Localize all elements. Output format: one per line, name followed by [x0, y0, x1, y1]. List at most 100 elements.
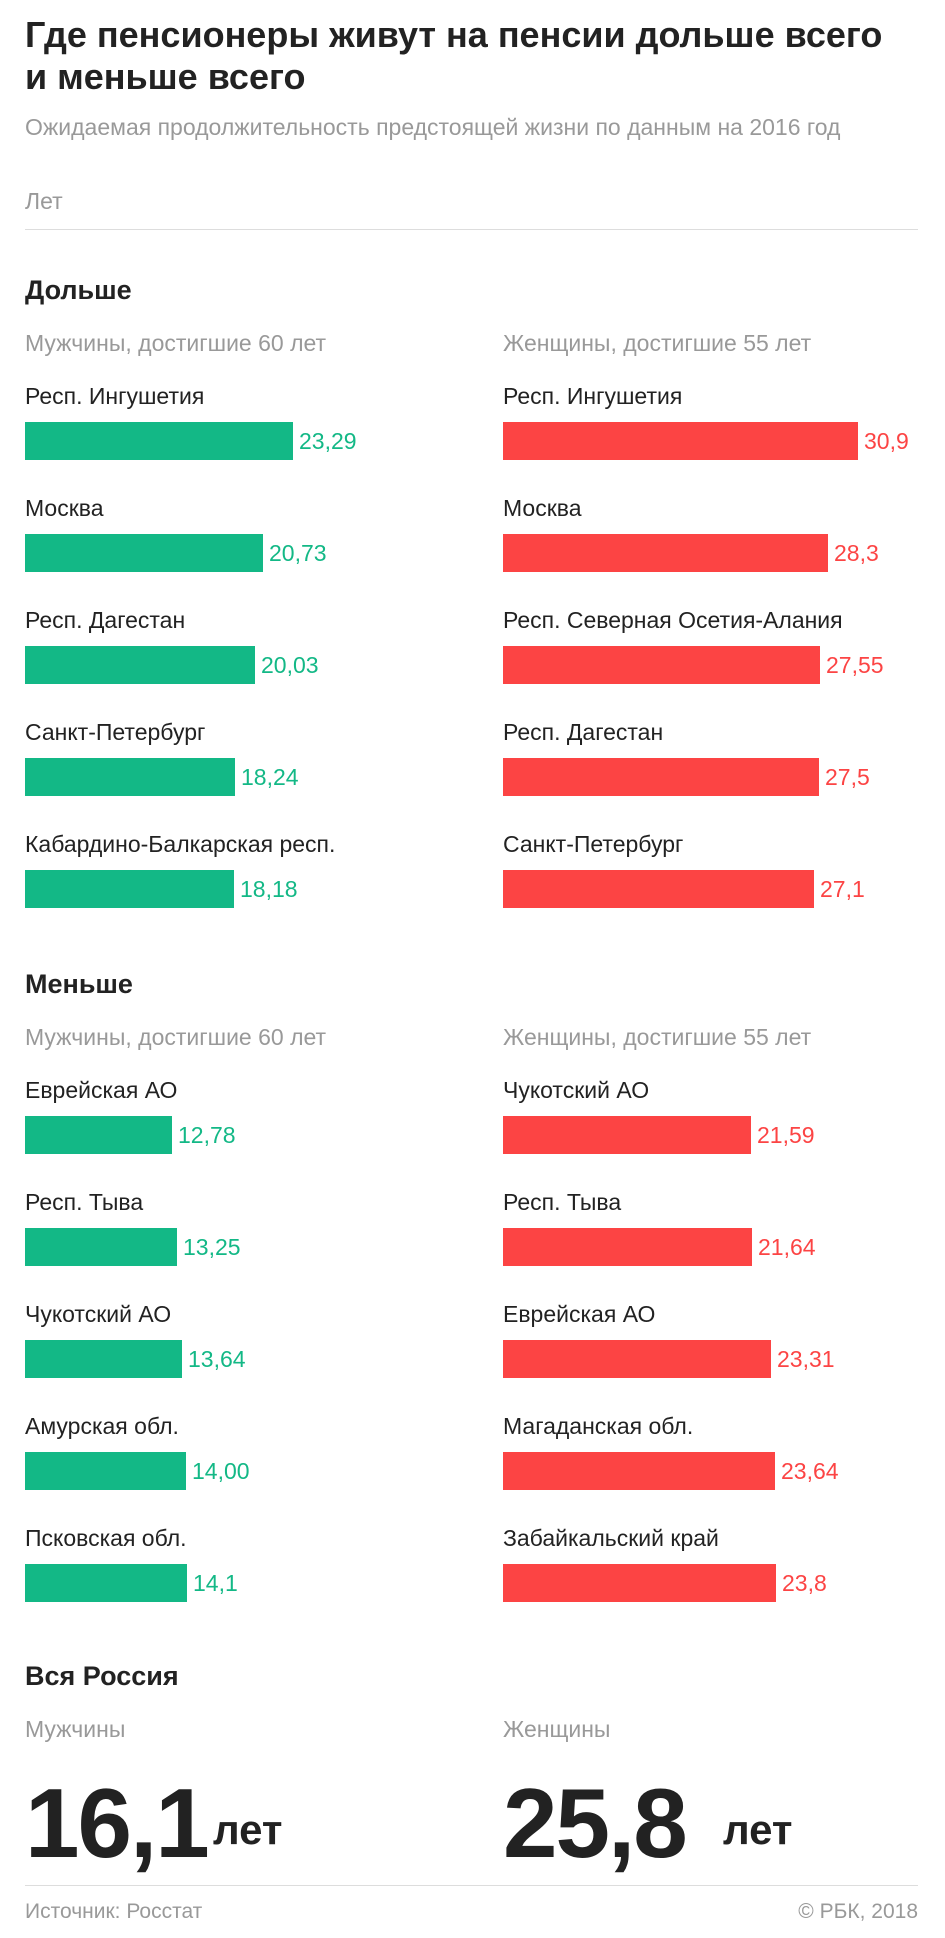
bar-item: Респ. Тыва 21,64 — [503, 1187, 923, 1299]
bar — [25, 1340, 182, 1378]
copyright: © РБК, 2018 — [798, 1900, 918, 1923]
page-title: Где пенсионеры живут на пенсии дольше вс… — [25, 14, 883, 97]
bar-label: Псковская обл. — [25, 1525, 187, 1551]
bar-item: Респ. Северная Осетия-Алания 27,55 — [503, 605, 923, 717]
bar-label: Респ. Дагестан — [503, 719, 664, 745]
bar-value-label: 27,55 — [826, 652, 884, 678]
bar — [503, 422, 858, 460]
group-head-women: Женщины, достигшие 55 лет — [503, 330, 812, 356]
bar-item: Москва 28,3 — [503, 493, 923, 605]
bar-item: Респ. Ингушетия 30,9 — [503, 381, 923, 493]
section-title-longer: Дольше — [25, 275, 132, 305]
section-title-shorter: Меньше — [25, 969, 133, 999]
russia-women-unit: лет — [723, 1806, 793, 1853]
bar-value-label: 20,03 — [261, 652, 319, 678]
bar — [503, 1452, 775, 1490]
bar — [503, 870, 814, 908]
subtitle: Ожидаемая продолжительность предстоящей … — [25, 114, 841, 140]
bar-value-label: 23,29 — [299, 428, 357, 454]
bar — [503, 1116, 751, 1154]
bar — [503, 1340, 771, 1378]
bar-item: Магаданская обл. 23,64 — [503, 1411, 923, 1523]
bar-label: Кабардино-Балкарская респ. — [25, 831, 336, 857]
bar-label: Чукотский АО — [503, 1077, 650, 1103]
source-note: Источник: Росстат — [25, 1900, 203, 1923]
russia-women-label: Женщины — [503, 1716, 611, 1742]
bar-value-label: 27,1 — [820, 876, 865, 902]
russia-women-value: 25,8 — [503, 1768, 688, 1878]
bar-value-label: 28,3 — [834, 540, 879, 566]
bar-value-label: 30,9 — [864, 428, 909, 454]
bar-label: Еврейская АО — [503, 1301, 656, 1327]
bar-item: Респ. Дагестан 27,5 — [503, 717, 923, 829]
bar — [503, 534, 828, 572]
bar-label: Еврейская АО — [25, 1077, 178, 1103]
bar-item: Псковская обл. 14,1 — [25, 1523, 445, 1635]
bar-item: Санкт-Петербург 27,1 — [503, 829, 923, 941]
bar-label: Респ. Тыва — [503, 1189, 622, 1215]
bar-item: Респ. Тыва 13,25 — [25, 1187, 445, 1299]
bar — [503, 1564, 776, 1602]
bar-value-label: 12,78 — [178, 1122, 236, 1148]
bar-item: Кабардино-Балкарская респ. 18,18 — [25, 829, 445, 941]
bar-value-label: 18,18 — [240, 876, 298, 902]
bar-item: Забайкальский край 23,8 — [503, 1523, 923, 1635]
bar — [25, 1116, 172, 1154]
bar-value-label: 14,1 — [193, 1570, 238, 1596]
bar — [25, 870, 234, 908]
bar — [25, 1452, 186, 1490]
bar-item: Амурская обл. 14,00 — [25, 1411, 445, 1523]
bar — [25, 646, 255, 684]
bar-value-label: 18,24 — [241, 764, 299, 790]
bar-label: Амурская обл. — [25, 1413, 179, 1439]
bar-item: Еврейская АО 23,31 — [503, 1299, 923, 1411]
bar-value-label: 23,64 — [781, 1458, 839, 1484]
bar-label: Москва — [25, 495, 104, 521]
bar-value-label: 14,00 — [192, 1458, 250, 1484]
bar-label: Забайкальский край — [503, 1525, 719, 1551]
bar-label: Санкт-Петербург — [503, 831, 684, 857]
russia-men-label: Мужчины — [25, 1716, 126, 1742]
section-title-russia: Вся Россия — [25, 1661, 179, 1691]
bar-value-label: 13,64 — [188, 1346, 246, 1372]
bar — [503, 646, 820, 684]
bar-item: Чукотский АО 21,59 — [503, 1075, 923, 1187]
bar-label: Респ. Ингушетия — [503, 383, 683, 409]
bar — [25, 1228, 177, 1266]
bar-value-label: 21,64 — [758, 1234, 816, 1260]
bar-value-label: 21,59 — [757, 1122, 815, 1148]
bar-label: Магаданская обл. — [503, 1413, 694, 1439]
unit-label: Лет — [25, 188, 63, 214]
bar — [25, 422, 293, 460]
bar-label: Москва — [503, 495, 582, 521]
bar-value-label: 23,8 — [782, 1570, 827, 1596]
bar-item: Чукотский АО 13,64 — [25, 1299, 445, 1411]
bar-label: Санкт-Петербург — [25, 719, 206, 745]
bar-value-label: 23,31 — [777, 1346, 835, 1372]
bar-item: Респ. Ингушетия 23,29 — [25, 381, 445, 493]
bar-label: Респ. Тыва — [25, 1189, 144, 1215]
bar-item: Респ. Дагестан 20,03 — [25, 605, 445, 717]
bar — [503, 1228, 752, 1266]
bar — [25, 758, 235, 796]
bar-item: Москва 20,73 — [25, 493, 445, 605]
group-head-women: Женщины, достигшие 55 лет — [503, 1024, 812, 1050]
bar-item: Еврейская АО 12,78 — [25, 1075, 445, 1187]
bar-item: Санкт-Петербург 18,24 — [25, 717, 445, 829]
bar-value-label: 13,25 — [183, 1234, 241, 1260]
group-head-men: Мужчины, достигшие 60 лет — [25, 330, 327, 356]
bar-value-label: 27,5 — [825, 764, 870, 790]
bar-label: Респ. Ингушетия — [25, 383, 205, 409]
russia-men-unit: лет — [213, 1806, 283, 1853]
divider — [25, 229, 918, 230]
bar — [503, 758, 819, 796]
bar — [25, 1564, 187, 1602]
bar-label: Респ. Дагестан — [25, 607, 186, 633]
group-head-men: Мужчины, достигшие 60 лет — [25, 1024, 327, 1050]
russia-men-value: 16,1 — [25, 1768, 210, 1878]
bar-label: Респ. Северная Осетия-Алания — [503, 607, 843, 633]
bar-label: Чукотский АО — [25, 1301, 172, 1327]
bar-value-label: 20,73 — [269, 540, 327, 566]
footer-divider — [25, 1885, 918, 1886]
